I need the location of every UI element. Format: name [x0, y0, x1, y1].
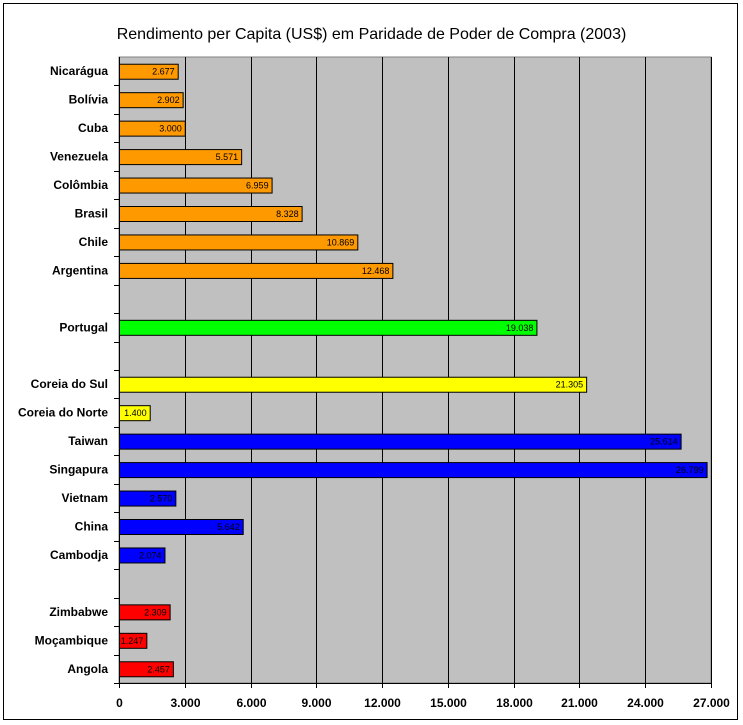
- chart-title: Rendimento per Capita (US$) em Paridade …: [116, 26, 627, 43]
- x-tick-label: 24.000: [627, 696, 664, 710]
- data-label: 2.902: [157, 95, 180, 105]
- data-label: 1.400: [124, 408, 147, 418]
- category-label: Singapura: [49, 463, 108, 477]
- category-label: Portugal: [59, 320, 108, 334]
- category-label: Vietnam: [62, 491, 108, 505]
- category-label: Chile: [79, 235, 109, 249]
- x-tick-label: 12.000: [364, 696, 401, 710]
- x-tick-label: 9.000: [301, 696, 331, 710]
- data-label: 1.247: [121, 636, 144, 646]
- bar: [119, 319, 538, 336]
- data-label: 2.457: [147, 664, 170, 674]
- data-label: 21.305: [556, 380, 584, 390]
- data-label: 2.570: [150, 494, 173, 504]
- category-label: Zimbabwe: [49, 605, 108, 619]
- data-label: 3.000: [159, 124, 182, 134]
- category-label: China: [75, 520, 109, 534]
- data-label: 12.468: [362, 266, 390, 276]
- bar: [119, 234, 359, 251]
- category-label: Cambodja: [50, 548, 108, 562]
- axes: 0 3.000 6.000 9.000 12.000 15.000 18.000 21.000…: [18, 57, 730, 710]
- data-label: 6.959: [246, 181, 269, 191]
- data-label: 8.328: [276, 209, 299, 219]
- x-tick-label: 27.000: [693, 696, 730, 710]
- data-label: 26.799: [676, 465, 704, 475]
- data-label: 2.677: [152, 67, 175, 77]
- bar: [119, 376, 588, 393]
- category-label: Moçambique: [35, 633, 109, 647]
- category-label: Brasil: [75, 207, 108, 221]
- x-tick-label: 3.000: [170, 696, 200, 710]
- bar: [119, 433, 682, 450]
- data-label: 10.869: [327, 237, 355, 247]
- data-label: 2.309: [144, 607, 167, 617]
- data-label: 2.074: [139, 550, 162, 560]
- x-tick-label: 21.000: [561, 696, 598, 710]
- data-label: 25.614: [650, 437, 678, 447]
- category-label: Argentina: [52, 263, 108, 277]
- category-label: Taiwan: [68, 434, 108, 448]
- x-tick-label: 15.000: [430, 696, 467, 710]
- bars: 2.677 2.902 3.000 5.571 6.959 8.328 10.869 12.4…: [119, 63, 708, 678]
- category-label: Venezuela: [50, 150, 108, 164]
- data-label: 19.038: [506, 323, 534, 333]
- data-label: 5.642: [217, 522, 240, 532]
- data-label: 5.571: [216, 152, 239, 162]
- bar: [119, 206, 303, 222]
- category-label: Angola: [67, 662, 108, 676]
- x-tick-label: 18.000: [496, 696, 533, 710]
- category-label: Coreia do Norte: [18, 406, 108, 420]
- category-label: Nicarágua: [50, 64, 108, 78]
- x-tick-label: 6.000: [236, 696, 266, 710]
- x-tick-label: 0: [116, 696, 123, 710]
- category-label: Coreia do Sul: [31, 377, 108, 391]
- bar: [119, 462, 708, 479]
- category-label: Bolívia: [69, 93, 109, 107]
- category-label: Colômbia: [53, 178, 108, 192]
- gridlines: [185, 57, 712, 683]
- category-label: Cuba: [78, 121, 108, 135]
- bar: [119, 262, 394, 279]
